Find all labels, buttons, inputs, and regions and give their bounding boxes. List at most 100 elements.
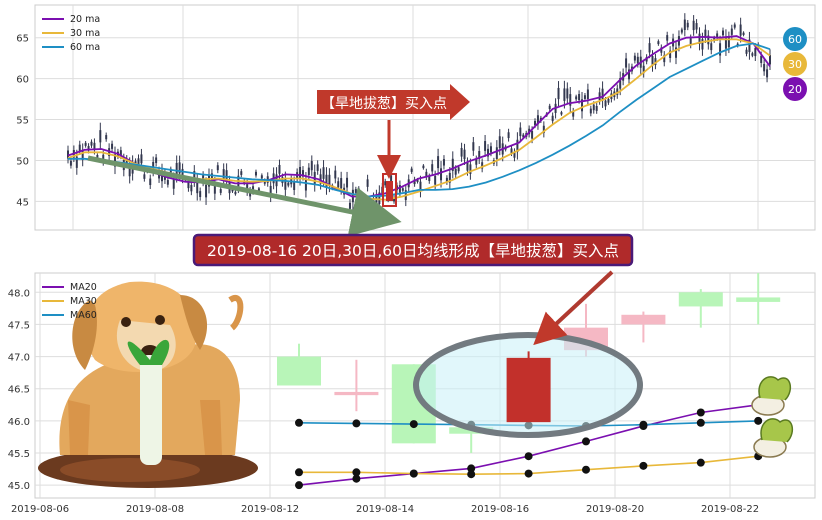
top-candle-body bbox=[657, 41, 660, 45]
top-candle-body bbox=[225, 170, 228, 182]
top-candle-body bbox=[583, 95, 586, 99]
bottom-xtick-label: 2019-08-14 bbox=[356, 504, 414, 515]
top-candle-body bbox=[422, 165, 425, 169]
top-candle-body bbox=[187, 182, 190, 189]
top-candle-body bbox=[178, 162, 181, 174]
top-candle-body bbox=[166, 180, 169, 185]
top-candle-body bbox=[431, 164, 434, 172]
top-candle-body bbox=[334, 170, 337, 179]
top-candle-body bbox=[325, 174, 328, 188]
bottom-ytick-label: 47.5 bbox=[8, 320, 30, 331]
bottom-point-MA60 bbox=[295, 418, 303, 427]
top-candle-body bbox=[454, 168, 457, 175]
top-candle-body bbox=[105, 135, 108, 140]
top-candle-body bbox=[542, 125, 545, 133]
bottom-point-MA30 bbox=[524, 469, 533, 478]
ma-badges: 60 30 20 bbox=[783, 27, 807, 101]
top-candle-body bbox=[428, 176, 431, 181]
badge-60-text: 60 bbox=[788, 33, 802, 46]
top-candle-body bbox=[69, 160, 72, 166]
top-candle-body bbox=[269, 185, 272, 196]
top-candle-body bbox=[128, 164, 131, 177]
top-candle-body bbox=[536, 115, 539, 125]
top-candle-body bbox=[478, 151, 481, 160]
bottom-point-MA60 bbox=[352, 419, 361, 428]
top-candle-body bbox=[354, 189, 357, 193]
top-candle-body bbox=[384, 181, 387, 186]
top-candle-body bbox=[581, 99, 584, 112]
top-candle-body bbox=[231, 188, 234, 192]
top-candle-body bbox=[125, 158, 128, 165]
top-candle-body bbox=[401, 188, 404, 191]
bottom-point-MA20 bbox=[524, 452, 533, 461]
top-candle-body bbox=[240, 171, 243, 175]
bottom-ytick-label: 45.5 bbox=[8, 449, 30, 460]
top-candle-body bbox=[516, 139, 519, 153]
top-candle-body bbox=[763, 64, 766, 72]
signal-label-text: 【旱地拔葱】买入点 bbox=[321, 96, 447, 112]
top-candle-body bbox=[686, 22, 689, 28]
bottom-point-MA60 bbox=[639, 420, 648, 429]
legend-label-20ma: 20 ma bbox=[70, 14, 100, 25]
top-candle-body bbox=[425, 171, 428, 177]
top-candle-body bbox=[263, 180, 266, 184]
top-candle-body bbox=[716, 33, 719, 39]
top-candle-body bbox=[375, 195, 378, 206]
bottom-signal-candle bbox=[506, 351, 551, 423]
top-candle-body bbox=[319, 174, 322, 184]
top-candle-body bbox=[595, 106, 598, 111]
top-candle-body bbox=[357, 188, 360, 193]
top-candle-body bbox=[663, 55, 666, 63]
top-candle-body bbox=[328, 174, 331, 186]
top-candle-body bbox=[75, 156, 78, 168]
top-candle-body bbox=[713, 37, 716, 41]
signal-candle bbox=[386, 181, 393, 201]
bottom-panel: 45.0 45.5 46.0 46.5 47.0 47.5 48.0 2019-08-06 20… bbox=[8, 270, 816, 515]
bottom-candle-body bbox=[678, 292, 723, 307]
bottom-ytick-label: 48.0 bbox=[8, 288, 30, 299]
bottom-ytick-label: 46.0 bbox=[8, 417, 30, 428]
top-ytick-label: 65 bbox=[16, 34, 29, 45]
top-candle-body bbox=[598, 92, 601, 101]
top-candle-body bbox=[78, 144, 81, 152]
top-candle-body bbox=[495, 147, 498, 159]
top-candle-body bbox=[137, 158, 140, 165]
top-candle-body bbox=[560, 112, 563, 115]
top-candle-body bbox=[348, 202, 351, 209]
bottom-point-MA30 bbox=[582, 465, 590, 474]
top-candle-body bbox=[769, 54, 771, 65]
top-candle-body bbox=[727, 37, 730, 48]
top-candle-body bbox=[531, 130, 534, 139]
top-candle-body bbox=[719, 43, 722, 56]
bottom-ytick-label: 45.0 bbox=[8, 481, 30, 492]
top-ytick-label: 55 bbox=[16, 116, 29, 127]
top-candle-body bbox=[463, 149, 466, 160]
top-candle-body bbox=[67, 150, 69, 159]
top-candle-body bbox=[205, 184, 208, 198]
top-candle-body bbox=[722, 30, 725, 36]
badge-20 bbox=[783, 77, 807, 101]
top-candle-body bbox=[222, 169, 225, 179]
top-candle-body bbox=[619, 78, 622, 89]
top-candle-body bbox=[84, 142, 87, 146]
bottom-point-MA20 bbox=[696, 408, 705, 417]
top-candle-body bbox=[457, 167, 460, 172]
top-candle-body bbox=[451, 158, 454, 171]
top-candle-body bbox=[175, 162, 178, 176]
top-candle-body bbox=[360, 199, 363, 207]
bottom-point-MA30 bbox=[467, 470, 476, 479]
top-candle-body bbox=[190, 185, 193, 192]
top-candle-body bbox=[445, 177, 448, 183]
top-candle-body bbox=[419, 181, 422, 192]
top-candle-body bbox=[724, 36, 727, 49]
top-candle-body bbox=[689, 38, 692, 45]
bottom-xtick-label: 2019-08-16 bbox=[471, 504, 529, 515]
top-candle-body bbox=[96, 155, 99, 158]
top-candle-body bbox=[369, 203, 372, 211]
top-candle-body bbox=[390, 175, 393, 184]
top-candle-body bbox=[739, 24, 742, 36]
top-candle-body bbox=[575, 96, 578, 100]
top-candle-body bbox=[660, 47, 663, 53]
top-candle-body bbox=[287, 182, 290, 186]
top-candle-body bbox=[481, 162, 484, 169]
